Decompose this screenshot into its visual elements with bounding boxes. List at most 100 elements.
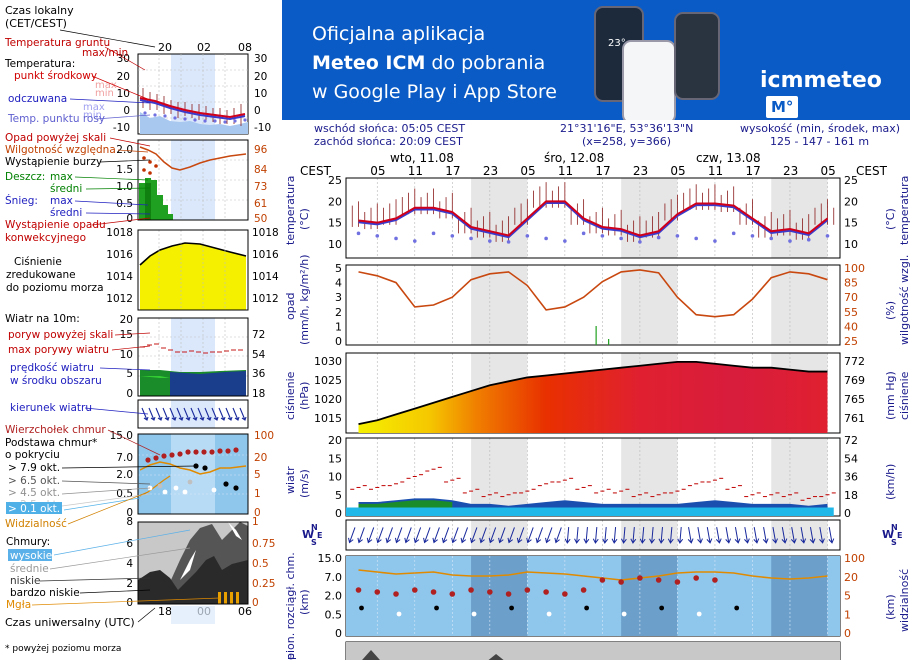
legend-cb-rt-4: 1 [254,488,261,500]
kmh-tick: 36 [844,471,858,484]
legend-pres-rt-4: 1012 [252,293,279,305]
legend-temp-lt-2: 20 [117,71,130,83]
legend-temp-max: max [95,80,117,91]
cloudbase-bg [346,556,840,636]
legend-pressure-panel [137,229,249,311]
wind-arrow [790,527,797,544]
legend-clouds-title: Chmury: [6,536,50,548]
dew-point [619,236,623,241]
hour-tick: 11 [408,164,423,178]
legend-wind-rt-4: 18 [252,388,265,400]
wind-arrow [488,527,497,544]
precip-tick: 0 [335,335,342,348]
legend-local-time: Czas lokalny [5,4,74,17]
dew-point [600,234,605,238]
cloud-top-dot [487,589,493,595]
wind-arrow [772,527,778,544]
dew-point [394,236,398,241]
wind-arrow [535,527,544,544]
grid-coords: (x=258, y=366) [582,135,672,148]
wind-arrow [413,527,422,544]
wind-arrow [697,527,703,544]
legend-temp-ground: Temperatura gruntu [4,37,110,49]
cloud-top-dot [543,589,549,595]
mmhg-tick: 772 [844,355,865,368]
dew-point [563,239,567,243]
tz-left: CEST [300,164,332,178]
dir-label-w: W [302,528,314,541]
temp-tick-right: 10 [844,238,858,251]
legend-wind-lt-1: 20 [120,314,133,326]
pressure-mmhg-label: ciśnienie [898,371,910,420]
wind-arrow [385,527,393,544]
dew-point [375,234,380,238]
cloud-top-dot [618,579,624,585]
wind-arrow [639,526,646,544]
cloud-low-area [362,650,380,660]
panel-temp-frame [345,177,841,259]
legend-cloud-top: Wierzchołek chmur [5,424,106,436]
wind-arrow [545,527,553,544]
legend-cl-rt-1: 1 [252,516,259,528]
legend-cl-lt-5: 0 [126,597,133,609]
dir-label-e-r: E [897,531,902,540]
legend-cb-rt-3: 5 [254,469,261,481]
legend-wind-title: Wiatr na 10m: [5,313,80,325]
temp-tick-right: 15 [844,217,858,230]
app-banner[interactable]: Oficjalna aplikacja Meteo ICM do pobrani… [282,0,910,120]
banner-app-name: Meteo ICM [312,52,426,74]
dew-point [412,239,417,243]
wind-tick: 0 [335,507,342,520]
legend-temp-feels-max: max [83,102,105,113]
legend-direction: kierunek wiatru [10,402,92,414]
legend-wind-panel [137,317,249,397]
legend-clouds-high: wysokie [10,550,52,562]
legend-precip-lt-5: 0 [126,213,133,225]
legend-temp-rt-4: 0 [254,105,261,117]
legend-wind-lt-3: 10 [120,349,133,361]
legend-cloud-o5: > 0.1 okt. [8,503,60,515]
cloud-base-dot [396,611,402,617]
legend-local-tick-3: 08 [238,41,252,54]
panel-direction-frame [345,519,841,551]
dew-point [731,231,736,236]
wind-arrow [498,527,506,544]
precip-tick: 2 [335,306,342,319]
legend-temp-lt-3: 10 [117,88,130,100]
visibility-axis-label: widzialność [898,569,910,632]
cloud-base-dot [621,611,627,617]
hour-tick: 23 [633,164,648,178]
dew-point [506,240,511,244]
cloudbase-tick: 7.0 [325,571,343,584]
cloudbase-night [771,556,828,636]
hour-tick: 11 [558,164,573,178]
cloud-base-dot [434,605,439,611]
wind-arrow [479,527,487,544]
hour-tick: 11 [708,164,723,178]
dew-point [769,236,774,241]
banner-line2: do pobrania [425,52,546,74]
cloud-top-dot [562,591,568,597]
wind-arrow [753,527,760,544]
cloudbase-night [621,556,678,636]
pressure-tick: 1025 [314,374,342,387]
wind-arrow [469,527,478,544]
visibility-tick: 0 [844,627,851,640]
dew-point [469,236,473,241]
phone-temp: 23° [608,38,626,49]
cloud-base-dot [696,611,702,617]
clouds-axis-label: e [284,653,297,660]
wind-axis-label: wiatr [284,466,297,494]
wind-tick: 15 [328,452,342,465]
legend-precip-rt-4: 61 [254,198,267,210]
cloud-base-dot [471,611,477,617]
legend-cb-lt-2: 7.0 [116,452,133,464]
legend-cb-rt-5: 0 [254,507,261,519]
legend-wind-rt-3: 36 [252,368,266,380]
legend-cb-rt-2: 20 [254,452,267,464]
wind-arrow [432,527,440,544]
wind-tick: 10 [328,471,342,484]
wind-arrow [376,527,384,544]
legend-cloud-o1: > 7.9 okt. [8,462,60,474]
kmh-tick: 54 [844,452,858,465]
